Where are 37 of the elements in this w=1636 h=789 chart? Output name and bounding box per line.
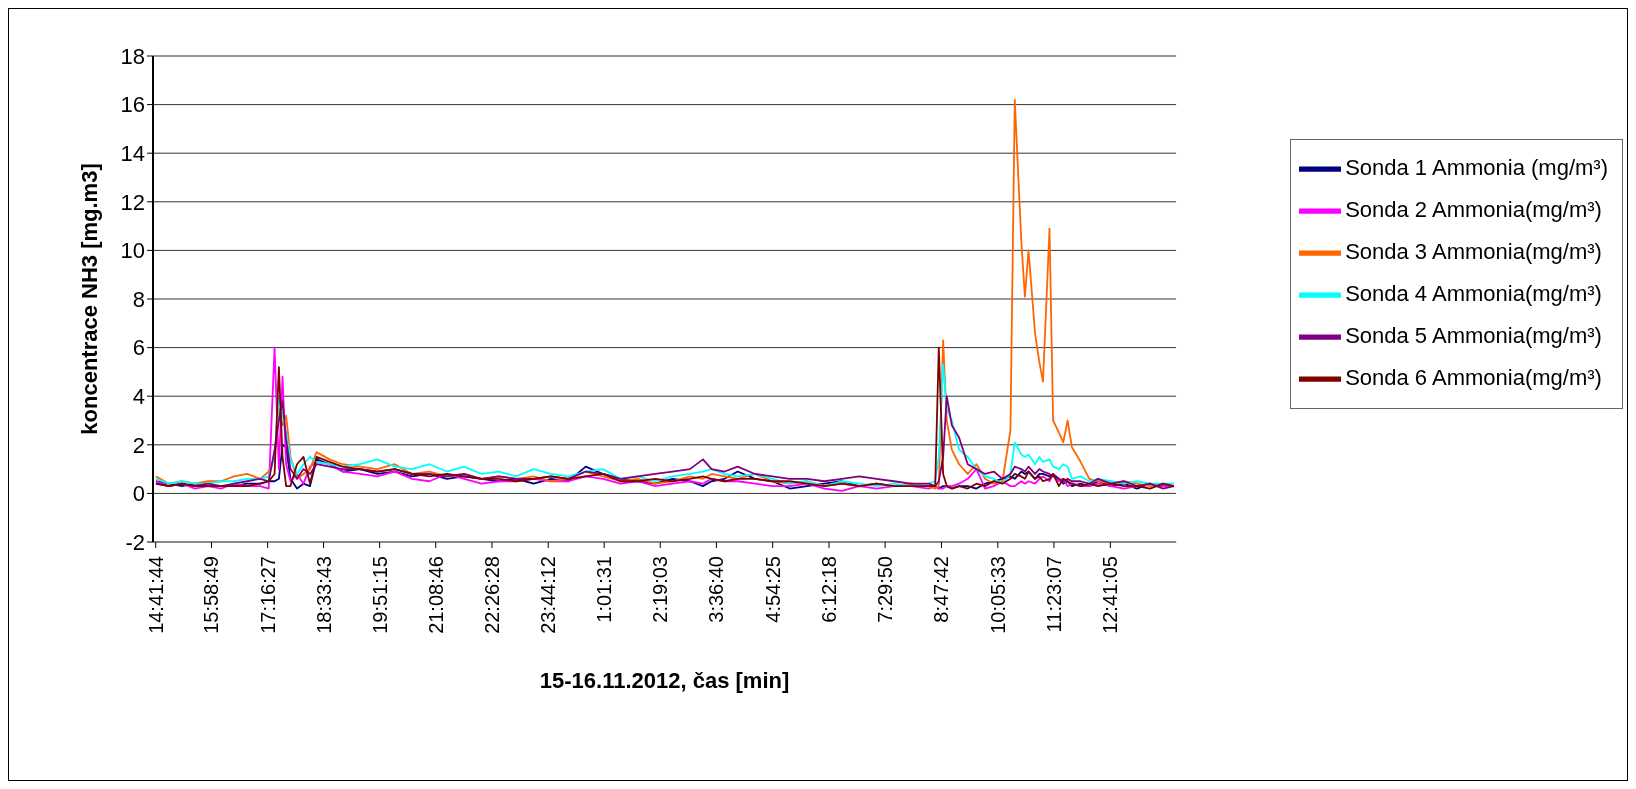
y-tick-label: 6	[132, 335, 145, 361]
legend-label: Sonda 3 Ammonia(mg/m³)	[1345, 238, 1602, 264]
x-tick-label: 12:41:05	[1099, 556, 1122, 634]
y-axis-title: koncentrace NH3 [mg.m3]	[76, 163, 102, 435]
x-tick-label: 4:54:25	[761, 556, 784, 623]
x-tick-label: 3:36:40	[705, 556, 728, 623]
x-tick-label: 7:29:50	[874, 556, 897, 623]
y-tick-label: 18	[120, 43, 145, 69]
x-tick-label: 21:08:46	[424, 556, 447, 634]
x-tick-label: 1:01:31	[593, 556, 616, 623]
legend-label: Sonda 2 Ammonia(mg/m³)	[1345, 196, 1602, 222]
x-tick-label: 19:51:15	[368, 556, 391, 634]
x-tick-label: 17:16:27	[256, 556, 279, 634]
y-tick-label: 14	[120, 141, 145, 167]
y-tick-label: 8	[132, 286, 145, 312]
y-tick-label: 10	[120, 238, 145, 264]
legend-label: Sonda 5 Ammonia(mg/m³)	[1345, 322, 1602, 348]
y-tick-label: 16	[120, 92, 145, 118]
y-tick-label: -2	[125, 529, 145, 555]
x-tick-label: 10:05:33	[986, 556, 1009, 634]
y-tick-label: 2	[132, 432, 145, 458]
x-tick-label: 22:26:28	[480, 556, 503, 634]
x-tick-label: 15:58:49	[200, 556, 223, 634]
x-tick-label: 8:47:42	[930, 556, 953, 623]
x-tick-label: 11:23:07	[1042, 556, 1065, 633]
x-axis-title: 15-16.11.2012, čas [min]	[539, 667, 790, 693]
y-tick-label: 0	[132, 481, 145, 507]
x-tick-label: 23:44:12	[537, 556, 560, 634]
x-tick-label: 14:41:44	[144, 556, 167, 634]
y-tick-label: 4	[132, 384, 145, 410]
x-tick-label: 18:33:43	[312, 556, 335, 634]
x-tick-label: 6:12:18	[818, 556, 841, 623]
legend-label: Sonda 1 Ammonia (mg/m³)	[1345, 154, 1608, 180]
y-tick-label: 12	[120, 189, 145, 215]
legend-label: Sonda 4 Ammonia(mg/m³)	[1345, 280, 1602, 306]
x-tick-label: 2:19:03	[649, 556, 672, 623]
legend-label: Sonda 6 Ammonia(mg/m³)	[1345, 364, 1602, 390]
